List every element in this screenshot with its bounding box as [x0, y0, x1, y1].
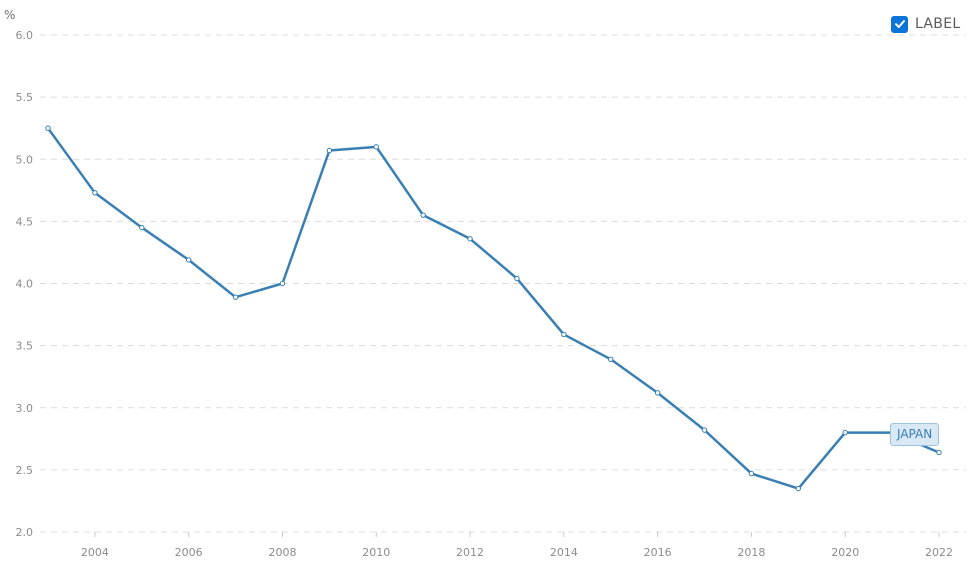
- x-tick-label: 2014: [550, 546, 578, 559]
- data-point: [279, 280, 286, 287]
- data-point: [701, 427, 708, 433]
- series-label-japan: JAPAN: [890, 423, 940, 446]
- data-point: [467, 236, 473, 242]
- label-checkbox-text: LABEL: [915, 16, 961, 32]
- data-point: [185, 257, 192, 263]
- data-point: [561, 331, 567, 338]
- y-tick-label: 2.0: [16, 526, 34, 539]
- data-point: [92, 190, 98, 196]
- series-layer: [45, 125, 942, 492]
- gridlines: [40, 34, 966, 533]
- y-tick-label: 5.5: [16, 91, 34, 104]
- y-tick-label: 2.5: [16, 464, 34, 477]
- data-point: [420, 212, 426, 218]
- data-point: [795, 485, 802, 492]
- x-tick-label: 2004: [81, 546, 109, 559]
- checkmark-icon: [894, 20, 905, 28]
- x-tick-label: 2018: [737, 546, 765, 559]
- x-tick-label: 2008: [268, 546, 296, 559]
- data-point: [514, 275, 520, 282]
- data-point: [232, 294, 239, 300]
- x-axis-ticks: 2004 2006 2008 2010 2012 2014 2016 2018 2020 2022: [81, 532, 953, 559]
- data-point: [842, 429, 848, 436]
- x-tick-label: 2006: [175, 546, 203, 559]
- legend-toggle[interactable]: LABEL: [891, 14, 960, 34]
- label-checkbox[interactable]: [891, 15, 908, 33]
- x-tick-label: 2010: [362, 546, 390, 559]
- x-tick-label: 2022: [925, 546, 953, 559]
- data-point: [936, 449, 942, 456]
- data-point: [326, 147, 333, 154]
- y-tick-label: 4.0: [16, 278, 34, 291]
- y-axis-ticks: 2.0 2.5 3.0 3.5 4.0 4.5 5.0 5.5 6.0: [16, 29, 34, 539]
- data-point: [608, 356, 614, 362]
- x-tick-label: 2016: [644, 546, 672, 559]
- data-point: [373, 144, 379, 150]
- data-point: [654, 390, 661, 396]
- data-point: [45, 125, 51, 131]
- x-tick-label: 2012: [456, 546, 484, 559]
- y-tick-label: 3.0: [16, 402, 34, 415]
- y-tick-label: 5.0: [16, 153, 34, 166]
- x-tick-label: 2020: [831, 546, 859, 559]
- data-point: [748, 470, 755, 477]
- y-unit-label: %: [4, 8, 15, 22]
- y-tick-label: 3.5: [16, 340, 34, 353]
- series-line-japan: [46, 126, 941, 490]
- y-tick-label: 4.5: [16, 215, 34, 228]
- data-point: [139, 224, 145, 231]
- y-tick-label: 6.0: [16, 29, 34, 42]
